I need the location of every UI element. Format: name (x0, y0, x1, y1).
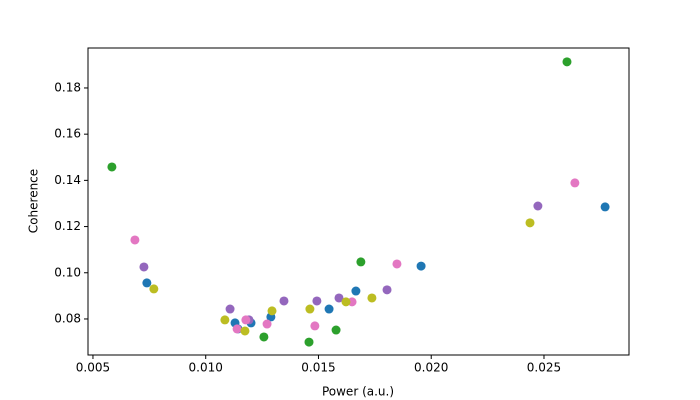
point (262, 319, 272, 329)
point (533, 201, 543, 211)
x-tick-label: 0.015 (301, 361, 335, 375)
point (240, 326, 250, 336)
point (130, 235, 140, 245)
point (259, 332, 269, 342)
point (351, 286, 361, 296)
point (525, 218, 535, 228)
point (416, 261, 426, 271)
point (142, 278, 152, 288)
x-axis-label: Power (a.u.) (322, 385, 394, 399)
point (220, 315, 230, 325)
x-tick-label: 0.005 (76, 361, 110, 375)
point (149, 284, 159, 294)
point (562, 57, 572, 67)
x-tick-label: 0.020 (414, 361, 448, 375)
point (324, 304, 334, 314)
y-axis-label: Coherence (27, 169, 41, 233)
point (232, 324, 242, 334)
point (331, 325, 341, 335)
point (312, 296, 322, 306)
point (382, 285, 392, 295)
y-tick-label: 0.18 (54, 80, 81, 94)
point (600, 202, 610, 212)
y-tick-label: 0.12 (54, 219, 81, 233)
x-tick-label: 0.025 (527, 361, 561, 375)
point (267, 306, 277, 316)
point (392, 259, 402, 269)
point (107, 162, 117, 172)
point (279, 296, 289, 306)
point (367, 293, 377, 303)
point (241, 315, 251, 325)
plot-frame (87, 47, 630, 356)
point (341, 297, 351, 307)
y-tick-label: 0.14 (54, 173, 81, 187)
x-tick-label: 0.010 (189, 361, 223, 375)
point (304, 337, 314, 347)
point (305, 304, 315, 314)
point (310, 321, 320, 331)
point (356, 257, 366, 267)
point (334, 293, 344, 303)
y-tick-label: 0.16 (54, 127, 81, 141)
y-tick-label: 0.08 (54, 311, 81, 325)
point (225, 304, 235, 314)
point (139, 262, 149, 272)
y-tick-label: 0.10 (54, 265, 81, 279)
point (570, 178, 580, 188)
